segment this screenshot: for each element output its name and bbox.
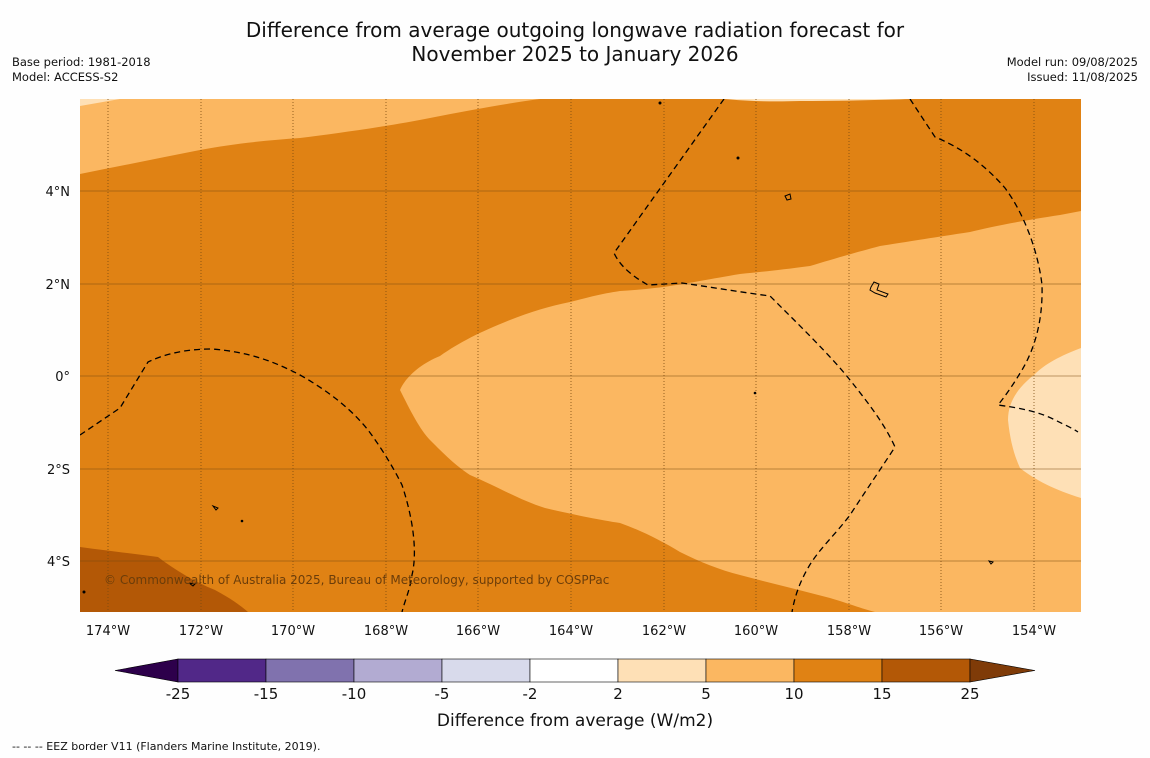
lon-label-160w: 160°W (734, 624, 778, 639)
lat-label-2s: 2°S (47, 463, 70, 478)
islet-center (753, 391, 757, 395)
colorbar-segment (705, 658, 795, 683)
lon-label-168w: 168°W (364, 624, 408, 639)
colorbar-segment (793, 658, 883, 683)
map-title: Difference from average outgoing longwav… (0, 18, 1150, 66)
island-southwest (211, 504, 219, 511)
colorbar-tick-label: -2 (523, 685, 538, 703)
lat-label-4n: 4°N (46, 185, 71, 200)
colorbar-tick-label: -25 (166, 685, 191, 703)
lat-label-4s: 4°S (47, 555, 70, 570)
run-info: Model run: 09/08/2025 Issued: 11/08/2025 (1007, 55, 1138, 85)
colorbar-tick-label: -15 (254, 685, 279, 703)
islet-north-2 (736, 156, 740, 160)
colorbar-segment (617, 658, 707, 683)
colorbar-tick-label: 5 (701, 685, 711, 703)
island-kiritimati (869, 281, 889, 298)
lon-label-172w: 172°W (179, 624, 223, 639)
island-south-east (987, 560, 994, 565)
colorbar-segment (529, 658, 619, 683)
model-name: Model: ACCESS-S2 (12, 70, 119, 84)
lon-label-170w: 170°W (271, 624, 315, 639)
base-period: Base period: 1981-2018 (12, 55, 151, 69)
fill-2-5-north (725, 99, 910, 102)
colorbar-segment (881, 658, 971, 683)
model-run-date: Model run: 09/08/2025 (1006, 55, 1138, 69)
colorbar-tick-label: 15 (872, 685, 891, 703)
islet-southwest (240, 519, 244, 523)
eez-border-west (80, 348, 416, 612)
copyright-text: © Commonwealth of Australia 2025, Bureau… (104, 573, 609, 587)
island-south-west-2 (188, 582, 197, 587)
colorbar-segment (265, 658, 355, 683)
lat-label-2n: 2°N (46, 278, 71, 293)
graticule (80, 99, 1081, 612)
lat-label-0: 0° (55, 370, 70, 385)
lon-label-156w: 156°W (919, 624, 963, 639)
lon-label-158w: 158°W (827, 624, 871, 639)
fill-2-5-corner (80, 99, 120, 106)
colorbar-under-arrow (114, 658, 179, 683)
lon-label-166w: 166°W (456, 624, 500, 639)
fill-5-10-north (80, 99, 540, 174)
eez-border-east (909, 99, 1079, 433)
title-line-2: November 2025 to January 2026 (411, 42, 739, 66)
lon-label-162w: 162°W (642, 624, 686, 639)
colorbar-segment (353, 658, 443, 683)
colorbar-tick-label: 25 (960, 685, 979, 703)
colorbar-tick-label: 10 (784, 685, 803, 703)
eez-border-central (613, 99, 896, 612)
islet-north (658, 101, 662, 105)
fill-15-25-southwest (80, 547, 248, 612)
colorbar-tick-label: -5 (435, 685, 450, 703)
model-info: Base period: 1981-2018 Model: ACCESS-S2 (12, 55, 151, 85)
islet-far-southwest (82, 590, 86, 594)
lon-label-164w: 164°W (549, 624, 593, 639)
fill-5-10-central (400, 211, 1081, 612)
colorbar-segment (441, 658, 531, 683)
issued-date: Issued: 11/08/2025 (1027, 70, 1138, 84)
title-line-1: Difference from average outgoing longwav… (245, 18, 905, 42)
lon-label-154w: 154°W (1012, 624, 1056, 639)
colorbar-over-arrow (969, 658, 1036, 683)
islands (82, 101, 994, 594)
lon-label-174w: 174°W (86, 624, 130, 639)
eez-footnote: -- -- -- EEZ border V11 (Flanders Marine… (12, 740, 321, 753)
fill-2-5-east (1008, 348, 1081, 498)
colorbar-tick-label: -10 (342, 685, 367, 703)
colorbar-label: Difference from average (W/m2) (437, 711, 713, 731)
island-upper (784, 193, 792, 201)
colorbar-tick-label: 2 (613, 685, 623, 703)
colorbar-segment (177, 658, 267, 683)
